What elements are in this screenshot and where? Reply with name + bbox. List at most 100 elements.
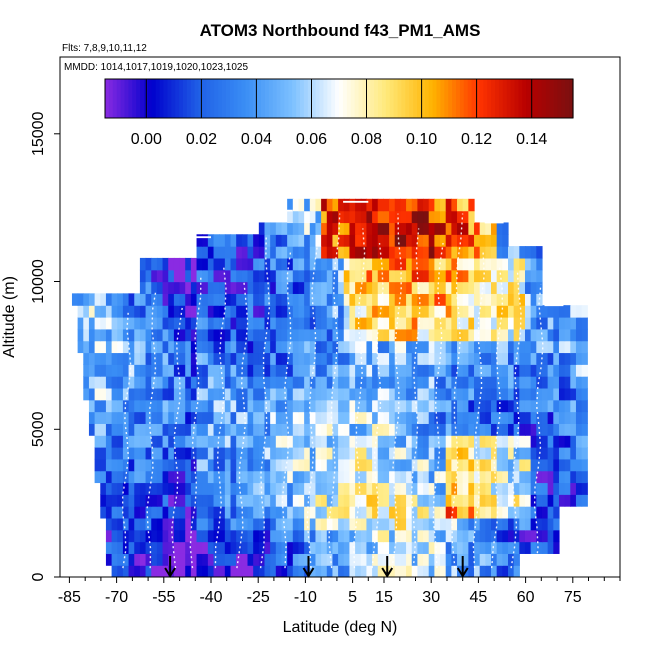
heatmap-cell xyxy=(355,340,362,354)
heatmap-cell xyxy=(111,364,118,377)
heatmap-cell xyxy=(423,376,430,389)
heatmap-cell xyxy=(224,541,232,554)
heatmap-cell xyxy=(417,447,424,460)
heatmap-cell xyxy=(326,352,334,365)
heatmap-cell xyxy=(553,305,560,318)
heatmap-cell xyxy=(338,234,345,247)
heatmap-cell xyxy=(394,387,401,401)
heatmap-cell xyxy=(196,565,203,577)
heatmap-cell xyxy=(485,411,492,424)
heatmap-cell xyxy=(270,435,277,448)
heatmap-cell xyxy=(411,435,418,448)
heatmap-cell xyxy=(315,387,322,401)
heatmap-cell xyxy=(570,411,577,424)
heatmap-cell xyxy=(162,447,169,460)
heatmap-cell xyxy=(304,222,311,235)
heatmap-cell xyxy=(524,458,532,472)
flights-subtitle: Flts: 7,8,9,10,11,12 xyxy=(62,43,147,54)
heatmap-cell xyxy=(185,435,192,448)
heatmap-cell xyxy=(553,529,560,543)
heatmap-cell xyxy=(524,328,532,342)
colorbar-segment xyxy=(163,79,168,118)
heatmap-cell xyxy=(315,281,322,294)
heatmap-cell xyxy=(530,458,537,472)
heatmap-cell xyxy=(219,447,226,460)
heatmap-cell xyxy=(168,411,175,424)
heatmap-cell xyxy=(496,565,503,577)
heatmap-cell xyxy=(406,529,413,543)
heatmap-cell xyxy=(315,376,322,389)
heatmap-cell xyxy=(400,257,407,271)
heatmap-cell xyxy=(241,269,249,283)
heatmap-cell xyxy=(236,517,243,531)
heatmap-cell xyxy=(128,328,135,342)
heatmap-cell xyxy=(281,257,288,271)
heatmap-cell xyxy=(196,352,203,365)
heatmap-cell xyxy=(519,293,526,306)
heatmap-cell xyxy=(508,482,515,495)
heatmap-cell xyxy=(196,387,203,401)
heatmap-cell xyxy=(513,269,520,283)
heatmap-cell xyxy=(502,435,509,448)
heatmap-cell xyxy=(281,246,288,259)
heatmap-cell xyxy=(462,198,469,212)
heatmap-cell xyxy=(377,246,385,259)
heatmap-cell xyxy=(389,364,396,377)
heatmap-cell xyxy=(440,435,447,448)
heatmap-cell xyxy=(445,470,452,484)
heatmap-cell xyxy=(440,411,447,424)
heatmap-cell xyxy=(513,447,520,460)
heatmap-cell xyxy=(417,198,424,212)
heatmap-cell xyxy=(202,317,209,330)
heatmap-cell xyxy=(406,482,413,495)
heatmap-cell xyxy=(253,305,260,318)
heatmap-cell xyxy=(298,305,305,318)
heatmap-cell xyxy=(162,352,169,365)
heatmap-cell xyxy=(105,541,113,554)
heatmap-cell xyxy=(366,447,373,460)
heatmap-cell xyxy=(457,494,464,507)
colorbar-tick-label: 0.08 xyxy=(351,131,382,148)
heatmap-cell xyxy=(156,553,164,566)
heatmap-cell xyxy=(122,553,130,566)
heatmap-cell xyxy=(581,494,588,507)
heatmap-cell xyxy=(553,470,560,484)
heatmap-cell xyxy=(207,364,215,377)
heatmap-cell xyxy=(139,411,147,424)
heatmap-cell xyxy=(400,210,407,224)
heatmap-cell xyxy=(349,458,356,472)
heatmap-cell xyxy=(343,222,351,235)
heatmap-cell xyxy=(264,281,271,294)
heatmap-cell xyxy=(496,399,503,413)
heatmap-cell xyxy=(491,234,498,247)
heatmap-cell xyxy=(383,494,390,507)
heatmap-cell xyxy=(185,340,192,354)
colorbar-segment xyxy=(534,79,539,118)
flight-track xyxy=(510,269,522,569)
heatmap-cell xyxy=(332,269,339,283)
heatmap-cell xyxy=(508,364,515,377)
colorbar-segment xyxy=(350,79,356,118)
x-tick-label: 15 xyxy=(375,589,393,606)
heatmap-cell xyxy=(394,529,401,543)
heatmap-cell xyxy=(202,305,209,318)
heatmap-cell xyxy=(338,423,345,436)
heatmap-cell xyxy=(207,423,215,436)
heatmap-cell xyxy=(547,364,554,377)
heatmap-cell xyxy=(134,293,141,306)
heatmap-cell xyxy=(145,340,152,354)
heatmap-cell xyxy=(440,234,447,247)
colorbar-segment xyxy=(487,79,492,118)
heatmap-cell xyxy=(230,435,237,448)
heatmap-cell xyxy=(524,423,532,436)
heatmap-cell xyxy=(411,234,418,247)
colorbar-segment xyxy=(378,79,383,118)
heatmap-cell xyxy=(479,246,486,259)
heatmap-cell xyxy=(196,340,203,354)
heatmap-cell xyxy=(519,269,526,283)
heatmap-cell xyxy=(219,529,226,543)
heatmap-cell xyxy=(445,293,452,306)
heatmap-cell xyxy=(224,494,232,507)
heatmap-cell xyxy=(564,470,571,484)
x-axis-label: Latitude (deg N) xyxy=(283,619,398,636)
